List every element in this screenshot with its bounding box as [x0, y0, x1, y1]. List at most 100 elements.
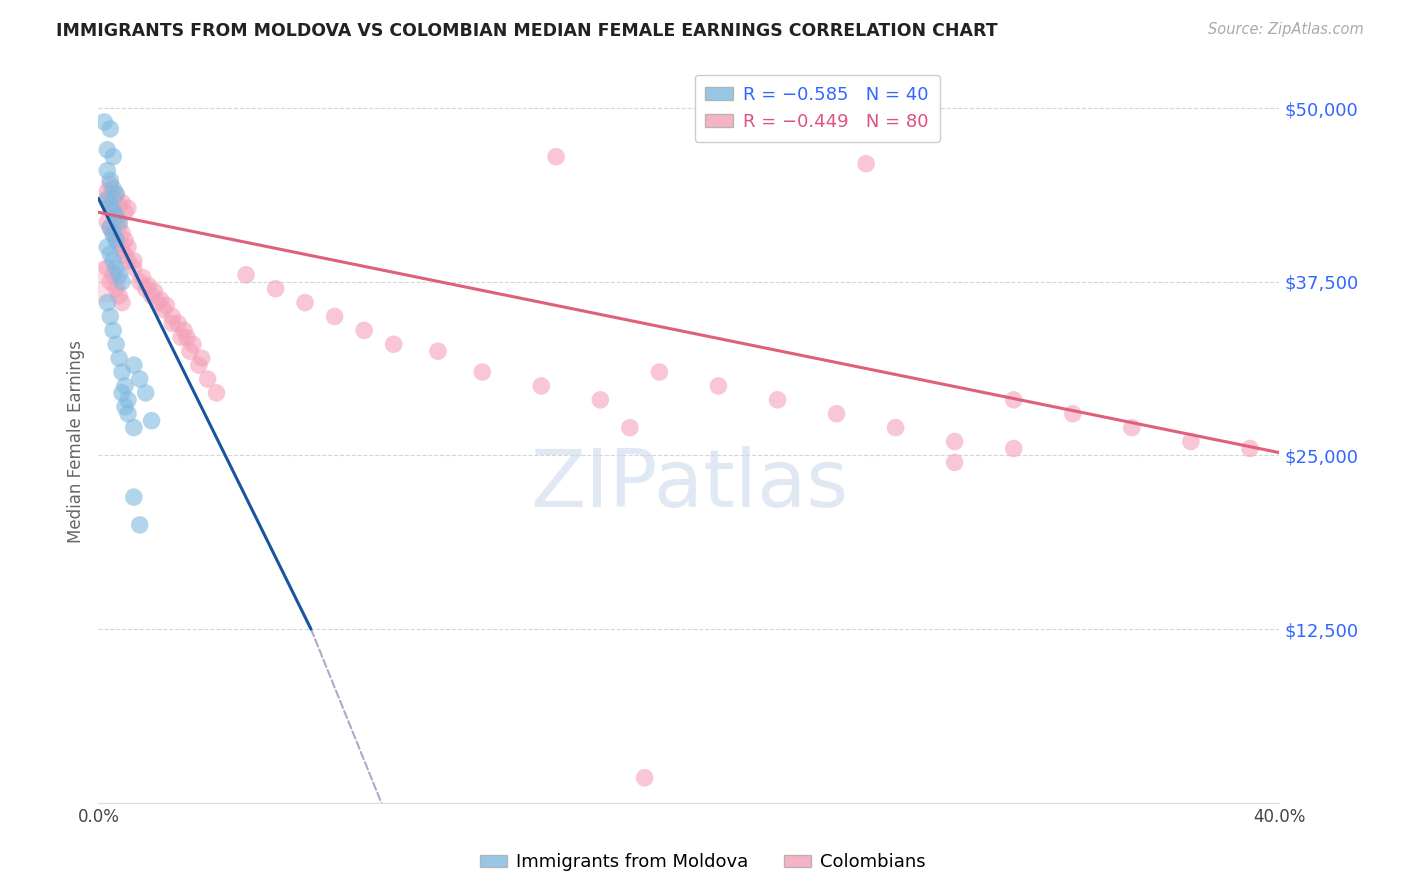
- Text: IMMIGRANTS FROM MOLDOVA VS COLOMBIAN MEDIAN FEMALE EARNINGS CORRELATION CHART: IMMIGRANTS FROM MOLDOVA VS COLOMBIAN MED…: [56, 22, 998, 40]
- Point: [108, 351, 131, 366]
- Y-axis label: Median Female Earnings: Median Female Earnings: [67, 340, 86, 543]
- Point: [382, 337, 405, 351]
- Point: [114, 248, 136, 262]
- Point: [122, 490, 145, 504]
- Point: [111, 295, 134, 310]
- Point: [162, 310, 183, 324]
- Point: [149, 293, 172, 307]
- Point: [98, 122, 121, 136]
- Point: [191, 351, 214, 366]
- Point: [117, 253, 139, 268]
- Point: [98, 178, 121, 192]
- Point: [111, 385, 134, 400]
- Point: [179, 344, 201, 359]
- Point: [264, 282, 287, 296]
- Point: [103, 227, 125, 242]
- Point: [103, 181, 125, 195]
- Point: [1121, 420, 1143, 434]
- Point: [943, 455, 966, 469]
- Point: [96, 215, 118, 229]
- Point: [111, 365, 134, 379]
- Point: [105, 233, 128, 247]
- Point: [111, 243, 134, 257]
- Point: [146, 295, 169, 310]
- Point: [943, 434, 966, 449]
- Point: [105, 212, 128, 227]
- Point: [105, 187, 128, 202]
- Legend: R = −0.585   N = 40, R = −0.449   N = 80: R = −0.585 N = 40, R = −0.449 N = 80: [695, 75, 939, 142]
- Point: [114, 400, 136, 414]
- Point: [546, 150, 568, 164]
- Point: [122, 260, 145, 275]
- Point: [138, 279, 160, 293]
- Point: [96, 163, 118, 178]
- Point: [114, 379, 136, 393]
- Point: [96, 260, 118, 275]
- Point: [128, 517, 150, 532]
- Point: [108, 268, 131, 282]
- Point: [323, 310, 346, 324]
- Point: [111, 275, 134, 289]
- Point: [122, 253, 145, 268]
- Point: [108, 215, 131, 229]
- Point: [173, 323, 195, 337]
- Point: [96, 295, 118, 310]
- Point: [648, 365, 671, 379]
- Point: [187, 358, 209, 372]
- Point: [766, 392, 789, 407]
- Point: [98, 198, 121, 212]
- Point: [98, 198, 121, 212]
- Point: [162, 317, 183, 331]
- Point: [122, 420, 145, 434]
- Point: [135, 385, 157, 400]
- Point: [707, 379, 730, 393]
- Point: [1180, 434, 1202, 449]
- Point: [105, 260, 128, 275]
- Point: [117, 407, 139, 421]
- Point: [98, 310, 121, 324]
- Point: [103, 191, 125, 205]
- Point: [1002, 442, 1025, 456]
- Point: [98, 220, 121, 235]
- Point: [634, 771, 657, 785]
- Point: [98, 247, 121, 261]
- Point: [427, 344, 450, 359]
- Point: [108, 219, 131, 234]
- Point: [155, 298, 177, 312]
- Point: [117, 240, 139, 254]
- Point: [117, 201, 139, 215]
- Point: [96, 185, 118, 199]
- Point: [884, 420, 907, 434]
- Point: [141, 414, 163, 428]
- Point: [114, 233, 136, 247]
- Point: [103, 203, 125, 218]
- Point: [353, 323, 375, 337]
- Point: [105, 337, 128, 351]
- Point: [103, 205, 125, 219]
- Point: [141, 288, 163, 302]
- Point: [111, 226, 134, 240]
- Point: [152, 302, 174, 317]
- Point: [128, 372, 150, 386]
- Point: [96, 191, 118, 205]
- Point: [122, 358, 145, 372]
- Point: [98, 275, 121, 289]
- Point: [105, 210, 128, 224]
- Text: Source: ZipAtlas.com: Source: ZipAtlas.com: [1208, 22, 1364, 37]
- Point: [1062, 407, 1084, 421]
- Point: [98, 220, 121, 235]
- Point: [1239, 442, 1261, 456]
- Point: [96, 240, 118, 254]
- Point: [103, 150, 125, 164]
- Point: [93, 115, 115, 129]
- Point: [1002, 392, 1025, 407]
- Point: [96, 143, 118, 157]
- Point: [197, 372, 219, 386]
- Point: [103, 226, 125, 240]
- Point: [114, 205, 136, 219]
- Text: ZIPatlas: ZIPatlas: [530, 446, 848, 524]
- Point: [105, 187, 128, 202]
- Legend: Immigrants from Moldova, Colombians: Immigrants from Moldova, Colombians: [472, 847, 934, 879]
- Point: [103, 268, 125, 282]
- Point: [108, 237, 131, 252]
